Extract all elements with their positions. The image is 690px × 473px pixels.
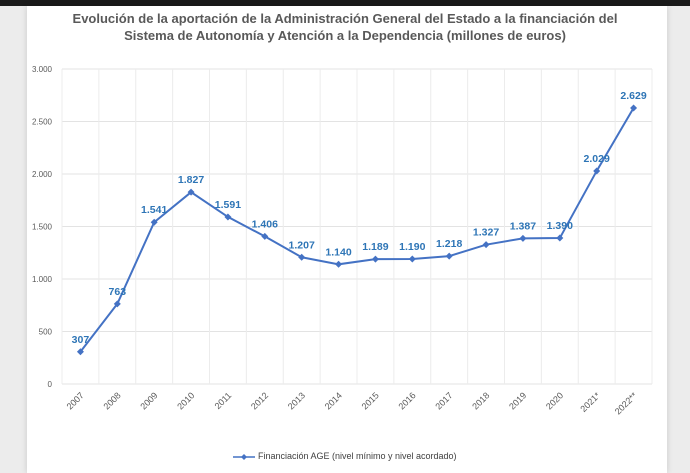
y-tick-label: 2.500 [32, 118, 53, 127]
data-point [519, 234, 527, 242]
x-tick-label: 2011 [213, 390, 234, 411]
data-point [593, 167, 601, 175]
data-label: 1.207 [289, 239, 315, 251]
data-point [408, 255, 416, 263]
data-label: 1.190 [399, 241, 425, 253]
y-tick-label: 500 [39, 328, 53, 337]
window-top-bar [0, 0, 690, 6]
chart-title-line-2: Sistema de Autonomía y Atención a la Dep… [124, 28, 566, 43]
data-point [482, 241, 490, 249]
x-tick-label: 2015 [360, 390, 381, 411]
y-tick-label: 1.500 [32, 223, 53, 232]
data-label: 307 [72, 334, 90, 346]
data-point [445, 252, 453, 260]
x-tick-label: 2010 [175, 390, 196, 411]
data-point [150, 218, 158, 226]
x-tick-label: 2014 [323, 390, 344, 411]
legend: Financiación AGE (nivel mínimo y nivel a… [0, 451, 690, 461]
x-tick-label: 2016 [396, 390, 417, 411]
x-tick-label: 2009 [138, 390, 159, 411]
x-tick-label: 2008 [101, 390, 122, 411]
data-point [630, 104, 638, 112]
data-label: 763 [109, 286, 127, 298]
x-tick-label: 2017 [433, 390, 454, 411]
data-label: 1.218 [436, 238, 462, 250]
data-point [113, 300, 121, 308]
y-tick-label: 3.000 [32, 65, 53, 74]
data-point [298, 253, 306, 261]
chart-title: Evolución de la aportación de la Adminis… [0, 10, 690, 44]
data-point [224, 213, 232, 221]
data-point [335, 260, 343, 268]
y-tick-label: 0 [48, 380, 53, 389]
data-point [76, 348, 84, 356]
x-tick-label: 2019 [507, 390, 528, 411]
data-label: 1.827 [178, 174, 204, 186]
x-tick-label: 2018 [470, 390, 491, 411]
data-label: 1.189 [362, 241, 388, 253]
data-label: 1.140 [325, 246, 351, 258]
x-tick-label: 2012 [249, 390, 270, 411]
x-tick-label: 2007 [65, 390, 86, 411]
data-label: 1.387 [510, 220, 536, 232]
legend-line-marker-icon [233, 453, 256, 460]
data-label: 1.406 [252, 218, 278, 230]
data-label: 1.327 [473, 227, 499, 239]
data-label: 2.629 [620, 90, 646, 102]
x-tick-label: 2020 [544, 390, 565, 411]
data-label: 1.541 [141, 204, 167, 216]
chart-title-line-1: Evolución de la aportación de la Adminis… [72, 11, 618, 26]
series-line [79, 107, 635, 353]
data-point [371, 255, 379, 263]
x-tick-label: 2013 [286, 390, 307, 411]
data-label: 1.390 [547, 220, 573, 232]
legend-label: Financiación AGE (nivel mínimo y nivel a… [257, 451, 457, 461]
x-tick-label: 2021* [578, 390, 602, 414]
data-label: 2.029 [584, 153, 610, 165]
data-point [261, 232, 269, 240]
data-point [187, 188, 195, 196]
data-label: 1.591 [215, 199, 241, 211]
y-tick-label: 1.000 [32, 275, 53, 284]
data-point [556, 234, 564, 242]
x-tick-label: 2022** [613, 390, 640, 417]
y-tick-label: 2.000 [32, 170, 53, 179]
